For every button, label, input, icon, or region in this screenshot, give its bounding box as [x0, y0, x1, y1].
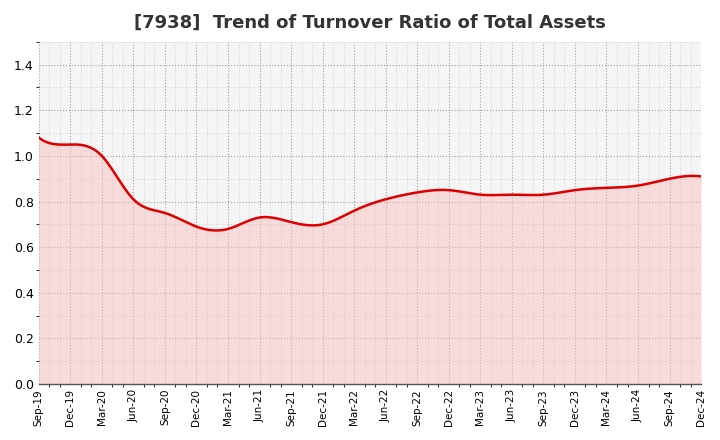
Title: [7938]  Trend of Turnover Ratio of Total Assets: [7938] Trend of Turnover Ratio of Total … — [134, 14, 606, 32]
